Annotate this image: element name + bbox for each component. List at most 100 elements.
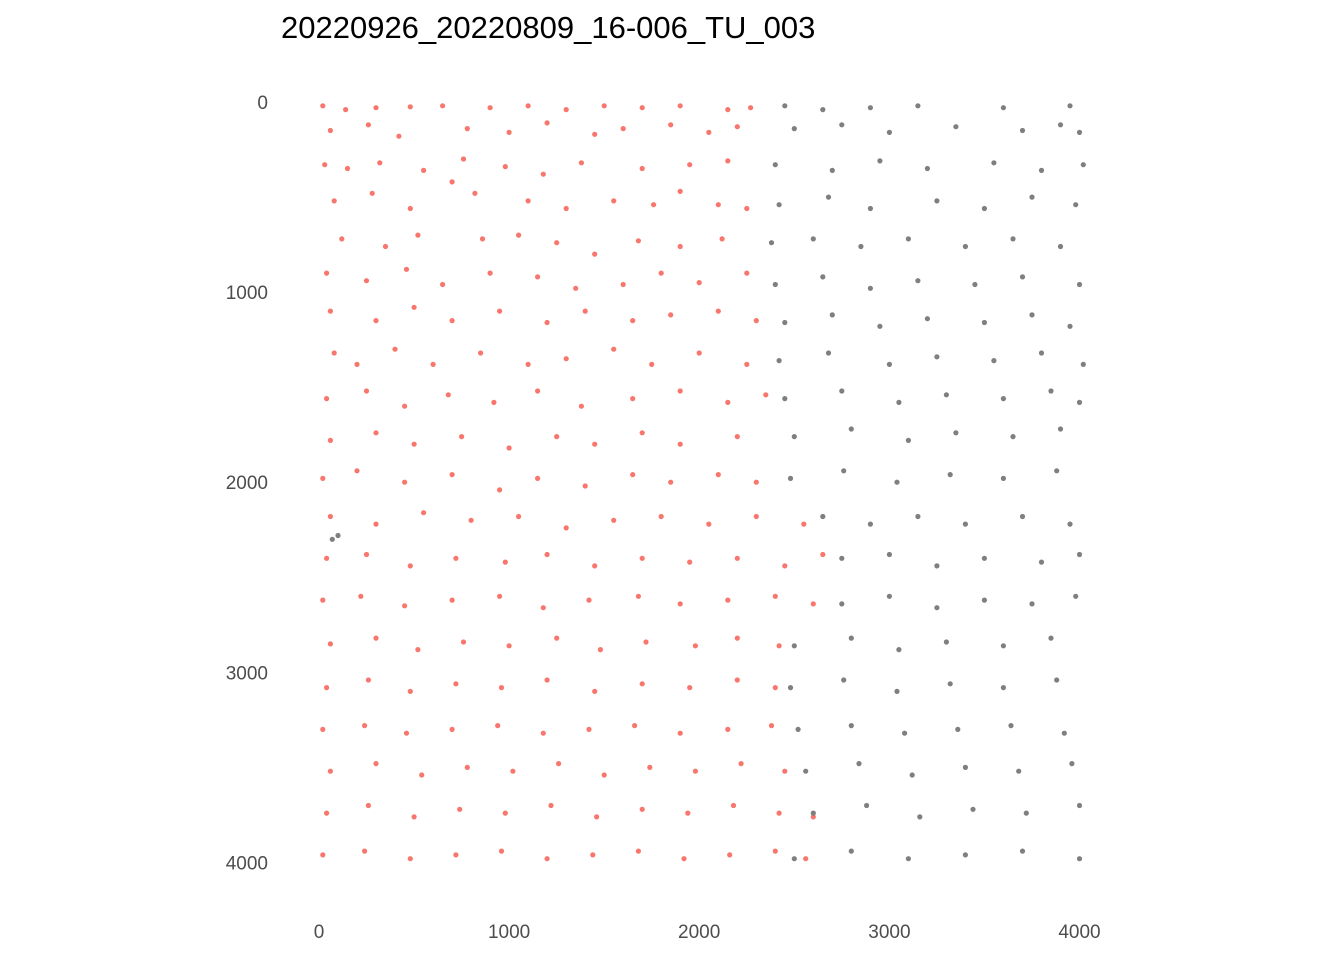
- data-point-series-0: [668, 122, 674, 128]
- data-point-series-1: [864, 802, 870, 809]
- data-point-series-0: [725, 158, 731, 164]
- data-point-series-0: [753, 479, 759, 485]
- data-point-series-1: [820, 513, 826, 520]
- data-point-series-0: [744, 270, 750, 276]
- data-point-series-0: [365, 677, 371, 683]
- data-point-series-1: [886, 551, 893, 558]
- data-point-series-1: [1008, 723, 1014, 729]
- data-point-series-1: [1019, 274, 1026, 280]
- data-point-series-1: [791, 126, 797, 132]
- data-point-series-0: [363, 551, 370, 558]
- data-point-series-0: [491, 399, 497, 405]
- data-point-series-1: [981, 555, 988, 561]
- data-point-series-1: [329, 536, 335, 542]
- data-point-series-0: [440, 103, 446, 109]
- data-point-series-0: [685, 810, 691, 816]
- data-point-series-1: [1048, 388, 1054, 394]
- data-point-series-0: [468, 517, 474, 523]
- data-point-series-1: [1057, 122, 1064, 128]
- data-point-series-0: [320, 103, 326, 109]
- data-point-series-0: [692, 768, 699, 774]
- data-point-series-1: [787, 475, 794, 481]
- data-point-series-0: [601, 772, 607, 778]
- data-point-series-0: [419, 772, 425, 778]
- data-point-series-0: [540, 730, 546, 736]
- data-point-series-1: [803, 768, 809, 774]
- data-point-series-0: [738, 761, 744, 767]
- data-point-series-0: [554, 434, 560, 440]
- data-point-series-0: [706, 129, 712, 135]
- data-point-series-0: [525, 198, 531, 204]
- data-point-series-0: [544, 551, 550, 558]
- data-point-series-1: [955, 726, 961, 733]
- y-tick-label: 4000: [226, 854, 268, 875]
- data-point-series-0: [498, 848, 505, 854]
- data-point-series-1: [1076, 551, 1083, 558]
- data-point-series-0: [730, 802, 737, 809]
- data-point-series-0: [506, 129, 512, 135]
- data-point-series-0: [725, 107, 731, 113]
- data-point-series-1: [1080, 162, 1086, 168]
- data-point-series-1: [1067, 103, 1073, 109]
- data-point-series-1: [981, 205, 988, 212]
- data-point-series-1: [848, 426, 854, 432]
- data-point-series-0: [772, 593, 778, 599]
- data-point-series-1: [1076, 129, 1083, 135]
- data-point-series-0: [320, 726, 326, 733]
- data-point-series-0: [540, 605, 546, 611]
- data-point-series-0: [592, 441, 598, 447]
- data-point-series-1: [1029, 194, 1035, 200]
- y-tick-label: 1000: [226, 283, 268, 304]
- data-point-series-0: [692, 643, 699, 649]
- data-point-series-0: [601, 103, 607, 109]
- data-point-series-0: [639, 806, 645, 812]
- data-point-series-0: [753, 318, 759, 324]
- data-point-series-0: [611, 517, 617, 523]
- data-point-series-1: [858, 243, 864, 250]
- data-point-series-0: [782, 563, 788, 569]
- x-tick-label: 2000: [678, 922, 720, 943]
- data-point-series-0: [369, 190, 375, 196]
- data-point-series-0: [586, 726, 592, 733]
- data-point-series-0: [358, 593, 364, 599]
- data-point-series-1: [1000, 643, 1007, 649]
- data-point-series-0: [715, 472, 721, 478]
- data-point-series-1: [839, 601, 845, 607]
- data-point-series-1: [772, 281, 778, 288]
- data-point-series-1: [877, 158, 883, 164]
- data-point-series-0: [776, 643, 782, 649]
- data-point-series-0: [343, 107, 349, 113]
- data-point-series-1: [810, 810, 816, 816]
- data-point-series-0: [324, 810, 330, 816]
- data-point-series-1: [894, 479, 900, 485]
- data-point-series-1: [1010, 434, 1016, 440]
- data-point-series-0: [590, 852, 596, 858]
- data-point-series-0: [535, 388, 541, 394]
- data-point-series-0: [320, 475, 326, 481]
- data-point-series-0: [320, 852, 326, 858]
- data-point-series-0: [639, 165, 645, 172]
- data-point-series-0: [320, 597, 326, 603]
- data-point-series-0: [460, 156, 467, 162]
- data-point-series-0: [734, 434, 740, 440]
- data-point-series-0: [696, 280, 702, 286]
- data-point-series-1: [953, 430, 959, 436]
- data-point-series-0: [449, 726, 455, 733]
- data-point-series-1: [896, 399, 902, 405]
- data-point-series-1: [877, 323, 883, 329]
- data-point-series-0: [687, 162, 693, 168]
- data-point-series-1: [962, 243, 969, 250]
- data-point-series-0: [403, 266, 410, 272]
- data-point-series-0: [373, 318, 379, 324]
- data-point-series-1: [1073, 202, 1079, 208]
- data-point-series-0: [344, 165, 351, 172]
- data-point-series-1: [1038, 559, 1045, 565]
- data-point-series-1: [829, 167, 835, 173]
- data-point-series-0: [753, 513, 759, 520]
- data-point-series-1: [934, 563, 940, 569]
- data-point-series-1: [825, 350, 832, 356]
- data-point-series-1: [886, 361, 893, 367]
- data-point-series-0: [453, 681, 459, 687]
- data-point-series-0: [354, 361, 360, 367]
- data-point-series-1: [947, 472, 953, 478]
